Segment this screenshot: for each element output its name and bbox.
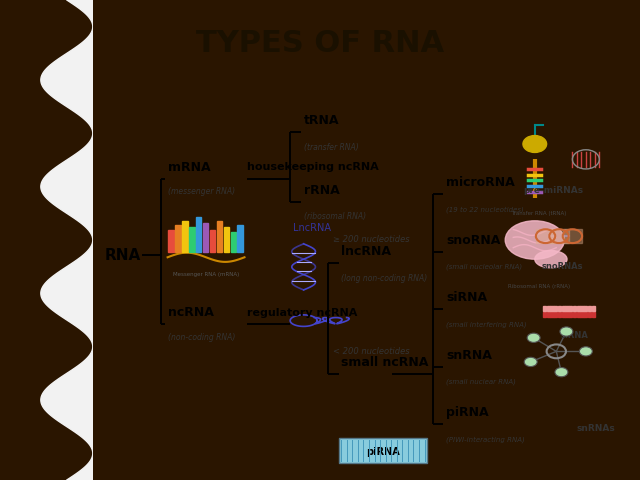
- Text: ≥ 200 nucleotides: ≥ 200 nucleotides: [333, 236, 410, 244]
- Text: lncRNA: lncRNA: [341, 245, 391, 258]
- FancyBboxPatch shape: [339, 438, 428, 463]
- Bar: [189, 227, 195, 252]
- Bar: [558, 312, 561, 317]
- Bar: [592, 312, 595, 317]
- Bar: [230, 232, 236, 252]
- Bar: [592, 306, 595, 311]
- Text: snRNAs: snRNAs: [577, 424, 616, 432]
- Bar: [237, 225, 243, 252]
- Text: (ribosomal RNA): (ribosomal RNA): [303, 213, 365, 221]
- Text: housekeeping ncRNA: housekeeping ncRNA: [247, 162, 379, 172]
- Text: TYPES OF RNA: TYPES OF RNA: [196, 29, 444, 58]
- Bar: [196, 217, 202, 252]
- Text: tRNA: tRNA: [303, 114, 339, 128]
- Bar: [550, 306, 554, 311]
- Text: Ribosomal RNA (rRNA): Ribosomal RNA (rRNA): [508, 284, 570, 288]
- Text: (transfer RNA): (transfer RNA): [303, 144, 358, 152]
- Text: LncRNA: LncRNA: [293, 224, 331, 233]
- Bar: [209, 230, 216, 252]
- Circle shape: [527, 333, 540, 342]
- Ellipse shape: [505, 221, 564, 259]
- Bar: [565, 306, 569, 311]
- Text: snRNA: snRNA: [446, 348, 492, 362]
- Circle shape: [579, 347, 592, 356]
- Bar: [543, 312, 546, 317]
- Bar: [577, 312, 580, 317]
- Text: RNA: RNA: [105, 248, 141, 263]
- Text: mRNA: mRNA: [168, 160, 210, 174]
- Circle shape: [524, 357, 537, 367]
- Bar: [588, 306, 591, 311]
- Bar: [569, 312, 572, 317]
- Text: siRNA: siRNA: [561, 332, 589, 340]
- Bar: [216, 221, 223, 252]
- Text: (small interfering RNA): (small interfering RNA): [446, 321, 527, 328]
- Text: rRNA: rRNA: [303, 183, 339, 197]
- Bar: [554, 306, 557, 311]
- Text: siRNA: siRNA: [446, 291, 487, 304]
- Text: (PIWI-interacting RNA): (PIWI-interacting RNA): [446, 436, 525, 443]
- Bar: [550, 312, 554, 317]
- Text: (19 to 22 nucleotides): (19 to 22 nucleotides): [446, 206, 524, 213]
- Bar: [584, 306, 588, 311]
- Bar: [588, 312, 591, 317]
- Bar: [569, 306, 572, 311]
- Text: regulatory ncRNA: regulatory ncRNA: [247, 308, 358, 318]
- Bar: [168, 230, 173, 252]
- Bar: [573, 306, 576, 311]
- Bar: [554, 312, 557, 317]
- Bar: [563, 229, 582, 243]
- Bar: [577, 306, 580, 311]
- Text: < 200 nucleotides: < 200 nucleotides: [333, 347, 410, 356]
- Text: Messenger RNA (mRNA): Messenger RNA (mRNA): [173, 272, 239, 277]
- Bar: [175, 225, 180, 252]
- Bar: [562, 312, 565, 317]
- Text: (long non-coding RNA): (long non-coding RNA): [341, 274, 428, 283]
- Bar: [547, 312, 550, 317]
- Bar: [536, 229, 556, 243]
- Text: pre-miRNAs: pre-miRNAs: [523, 186, 583, 194]
- Bar: [558, 306, 561, 311]
- Circle shape: [523, 135, 547, 153]
- Text: microRNA: microRNA: [446, 176, 515, 189]
- Text: snoRNA: snoRNA: [446, 233, 500, 247]
- Bar: [580, 306, 584, 311]
- Text: piRNA: piRNA: [366, 447, 400, 457]
- Bar: [202, 223, 209, 252]
- Text: snoRNAs: snoRNAs: [541, 263, 583, 271]
- Circle shape: [560, 327, 573, 336]
- Text: Transfer RNA (tRNA): Transfer RNA (tRNA): [511, 211, 566, 216]
- Bar: [223, 227, 230, 252]
- Text: (non-coding RNA): (non-coding RNA): [168, 334, 235, 342]
- Text: (messenger RNA): (messenger RNA): [168, 188, 235, 196]
- Bar: [543, 306, 546, 311]
- Bar: [565, 312, 569, 317]
- Bar: [562, 306, 565, 311]
- Text: piRNA: piRNA: [446, 406, 489, 420]
- Bar: [573, 312, 576, 317]
- Ellipse shape: [535, 251, 567, 268]
- Text: (small nuclear RNA): (small nuclear RNA): [446, 379, 516, 385]
- Bar: [580, 312, 584, 317]
- Circle shape: [555, 368, 568, 377]
- Text: small ncRNA: small ncRNA: [341, 356, 429, 370]
- Bar: [547, 306, 550, 311]
- Bar: [584, 312, 588, 317]
- Bar: [549, 229, 569, 243]
- Bar: [182, 221, 188, 252]
- Text: (small nucleolar RNA): (small nucleolar RNA): [446, 264, 522, 270]
- Text: ncRNA: ncRNA: [168, 306, 214, 320]
